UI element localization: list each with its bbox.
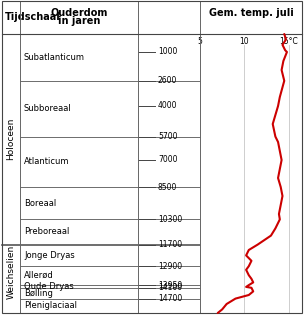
Text: 4000: 4000 xyxy=(158,101,178,111)
Text: Bølling: Bølling xyxy=(24,289,53,298)
Text: Subatlanticum: Subatlanticum xyxy=(24,53,85,62)
Text: 13950: 13950 xyxy=(158,281,182,289)
Text: Subboreaal: Subboreaal xyxy=(24,104,72,113)
Text: 12900: 12900 xyxy=(158,262,182,271)
Text: Holoceen: Holoceen xyxy=(6,118,16,160)
Text: 11700: 11700 xyxy=(158,240,182,249)
Text: Weichselien: Weichselien xyxy=(6,244,16,299)
Text: Preboreaal: Preboreaal xyxy=(24,227,69,237)
Text: Atlanticum: Atlanticum xyxy=(24,157,70,166)
Text: 5: 5 xyxy=(198,37,202,45)
Text: 5700: 5700 xyxy=(158,132,178,141)
Text: 14700: 14700 xyxy=(158,294,182,303)
Text: 8500: 8500 xyxy=(158,182,177,192)
Text: 15°C: 15°C xyxy=(279,37,298,45)
Text: 1000: 1000 xyxy=(158,48,177,56)
Text: 10: 10 xyxy=(240,37,249,45)
Text: in jaren: in jaren xyxy=(58,16,100,26)
Text: 2600: 2600 xyxy=(158,76,177,85)
Text: 14100: 14100 xyxy=(158,283,182,292)
Text: Pleniglaciaal: Pleniglaciaal xyxy=(24,301,77,310)
Text: Tijdschaal: Tijdschaal xyxy=(5,12,61,22)
Text: Boreaal: Boreaal xyxy=(24,199,56,208)
Text: Allerød: Allerød xyxy=(24,271,54,280)
Text: 7000: 7000 xyxy=(158,156,178,164)
Text: Oude Dryas: Oude Dryas xyxy=(24,282,74,291)
Text: Ouderdom: Ouderdom xyxy=(50,8,108,18)
Text: Jonge Dryas: Jonge Dryas xyxy=(24,251,75,260)
Text: 10300: 10300 xyxy=(158,215,182,224)
Text: Gem. temp. juli: Gem. temp. juli xyxy=(209,8,293,18)
